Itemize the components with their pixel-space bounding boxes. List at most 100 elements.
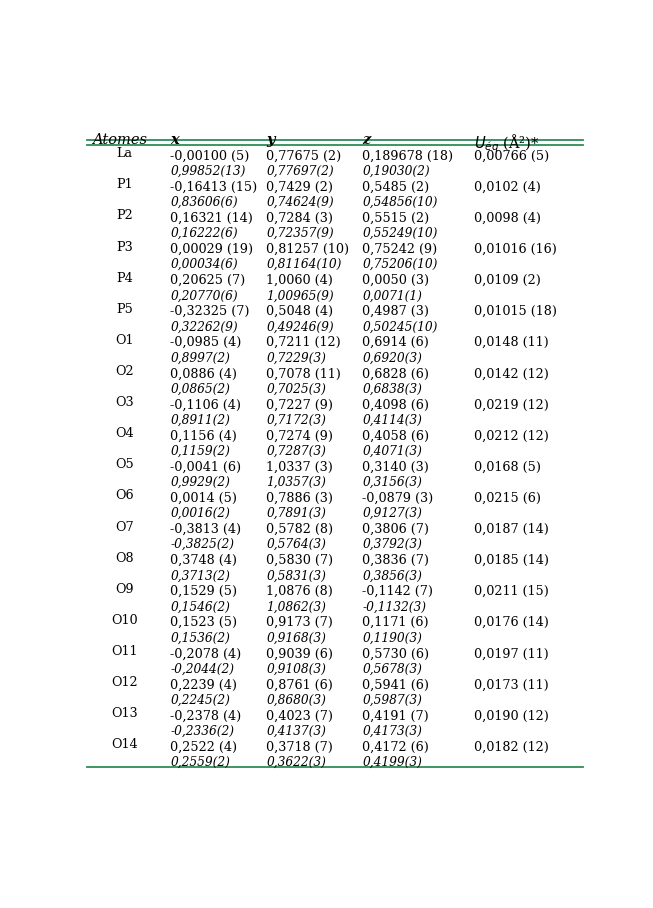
Text: 0,0212 (12): 0,0212 (12) (474, 429, 549, 442)
Text: 0,4137(3): 0,4137(3) (266, 725, 326, 738)
Text: P2: P2 (116, 210, 133, 222)
Text: $\mathit{U}_{éq}$ (Å²)*: $\mathit{U}_{éq}$ (Å²)* (474, 133, 539, 155)
Text: 0,3140 (3): 0,3140 (3) (362, 460, 430, 474)
Text: 0,83606(6): 0,83606(6) (170, 196, 238, 209)
Text: 0,7886 (3): 0,7886 (3) (266, 492, 333, 505)
Text: 0,75242 (9): 0,75242 (9) (362, 242, 438, 256)
Text: 0,6828 (6): 0,6828 (6) (362, 368, 430, 380)
Text: -0,2378 (4): -0,2378 (4) (170, 709, 242, 723)
Text: 0,2239 (4): 0,2239 (4) (170, 678, 237, 691)
Text: 0,0219 (12): 0,0219 (12) (474, 399, 549, 411)
Text: 1,0337 (3): 1,0337 (3) (266, 460, 333, 474)
Text: 0,0071(1): 0,0071(1) (362, 290, 422, 302)
Text: 0,4199(3): 0,4199(3) (362, 756, 422, 769)
Text: 0,0182 (12): 0,0182 (12) (474, 741, 549, 754)
Text: 0,3622(3): 0,3622(3) (266, 756, 326, 769)
Text: -0,00100 (5): -0,00100 (5) (170, 150, 249, 163)
Text: O8: O8 (116, 552, 134, 565)
Text: 0,4173(3): 0,4173(3) (362, 725, 422, 738)
Text: 0,8680(3): 0,8680(3) (266, 694, 326, 706)
Text: 0,75206(10): 0,75206(10) (362, 258, 438, 271)
Text: 0,0109 (2): 0,0109 (2) (474, 274, 541, 287)
Text: 0,0142 (12): 0,0142 (12) (474, 368, 549, 380)
Text: 0,72357(9): 0,72357(9) (266, 227, 334, 240)
Text: 0,5941 (6): 0,5941 (6) (362, 678, 430, 691)
Text: 0,7284 (3): 0,7284 (3) (266, 212, 333, 225)
Text: 1,0060 (4): 1,0060 (4) (266, 274, 333, 287)
Text: 0,4098 (6): 0,4098 (6) (362, 399, 430, 411)
Text: 0,74624(9): 0,74624(9) (266, 196, 334, 209)
Text: 0,0187 (14): 0,0187 (14) (474, 523, 549, 536)
Text: O12: O12 (111, 676, 138, 689)
Text: 0,0215 (6): 0,0215 (6) (474, 492, 541, 505)
Text: 0,0050 (3): 0,0050 (3) (362, 274, 430, 287)
Text: 0,2245(2): 0,2245(2) (170, 694, 230, 706)
Text: 0,5678(3): 0,5678(3) (362, 663, 422, 676)
Text: 0,1546(2): 0,1546(2) (170, 600, 230, 614)
Text: -0,1142 (7): -0,1142 (7) (362, 585, 434, 598)
Text: -0,2044(2): -0,2044(2) (170, 663, 234, 676)
Text: 0,3718 (7): 0,3718 (7) (266, 741, 333, 754)
Text: 0,20625 (7): 0,20625 (7) (170, 274, 246, 287)
Text: 0,77675 (2): 0,77675 (2) (266, 150, 342, 163)
Text: O11: O11 (112, 645, 138, 658)
Text: 0,16222(6): 0,16222(6) (170, 227, 238, 240)
Text: 0,7078 (11): 0,7078 (11) (266, 368, 342, 380)
Text: 0,0197 (11): 0,0197 (11) (474, 647, 549, 660)
Text: 0,01015 (18): 0,01015 (18) (474, 305, 557, 318)
Text: 0,50245(10): 0,50245(10) (362, 321, 438, 333)
Text: 0,5782 (8): 0,5782 (8) (266, 523, 334, 536)
Text: 0,7025(3): 0,7025(3) (266, 382, 326, 396)
Text: 0,3156(3): 0,3156(3) (362, 476, 422, 489)
Text: 0,4987 (3): 0,4987 (3) (362, 305, 430, 318)
Text: 0,81164(10): 0,81164(10) (266, 258, 342, 271)
Text: 0,4172 (6): 0,4172 (6) (362, 741, 430, 754)
Text: 0,3806 (7): 0,3806 (7) (362, 523, 430, 536)
Text: 0,77697(2): 0,77697(2) (266, 165, 334, 178)
Text: 0,8997(2): 0,8997(2) (170, 351, 230, 365)
Text: 0,0865(2): 0,0865(2) (170, 382, 230, 396)
Text: 0,9168(3): 0,9168(3) (266, 632, 326, 645)
Text: 0,8761 (6): 0,8761 (6) (266, 678, 333, 691)
Text: 0,7429 (2): 0,7429 (2) (266, 181, 333, 193)
Text: 0,5831(3): 0,5831(3) (266, 569, 326, 582)
Text: 0,3713(2): 0,3713(2) (170, 569, 230, 582)
Text: 0,7172(3): 0,7172(3) (266, 414, 326, 427)
Text: 0,7227 (9): 0,7227 (9) (266, 399, 333, 411)
Text: 0,0886 (4): 0,0886 (4) (170, 368, 237, 380)
Text: 0,20770(6): 0,20770(6) (170, 290, 238, 302)
Text: 0,6838(3): 0,6838(3) (362, 382, 422, 396)
Text: 0,00034(6): 0,00034(6) (170, 258, 238, 271)
Text: 0,55249(10): 0,55249(10) (362, 227, 438, 240)
Text: -0,3813 (4): -0,3813 (4) (170, 523, 242, 536)
Text: O3: O3 (116, 396, 134, 410)
Text: P3: P3 (116, 241, 133, 253)
Text: 0,00029 (19): 0,00029 (19) (170, 242, 253, 256)
Text: 0,99852(13): 0,99852(13) (170, 165, 246, 178)
Text: 0,4071(3): 0,4071(3) (362, 445, 422, 458)
Text: -0,2336(2): -0,2336(2) (170, 725, 234, 738)
Text: 0,0173 (11): 0,0173 (11) (474, 678, 549, 691)
Text: 0,3792(3): 0,3792(3) (362, 538, 422, 551)
Text: 0,0014 (5): 0,0014 (5) (170, 492, 237, 505)
Text: -0,16413 (15): -0,16413 (15) (170, 181, 257, 193)
Text: 0,5515 (2): 0,5515 (2) (362, 212, 430, 225)
Text: 0,7891(3): 0,7891(3) (266, 508, 326, 520)
Text: 0,5485 (2): 0,5485 (2) (362, 181, 430, 193)
Text: 0,0102 (4): 0,0102 (4) (474, 181, 541, 193)
Text: 0,5987(3): 0,5987(3) (362, 694, 422, 706)
Text: O13: O13 (111, 707, 138, 720)
Text: -0,2078 (4): -0,2078 (4) (170, 647, 242, 660)
Text: 0,9929(2): 0,9929(2) (170, 476, 230, 489)
Text: 0,3856(3): 0,3856(3) (362, 569, 422, 582)
Text: P1: P1 (116, 178, 133, 192)
Text: -0,32325 (7): -0,32325 (7) (170, 305, 249, 318)
Text: 0,1159(2): 0,1159(2) (170, 445, 230, 458)
Text: 0,4191 (7): 0,4191 (7) (362, 709, 429, 723)
Text: La: La (117, 147, 133, 160)
Text: O7: O7 (116, 520, 134, 534)
Text: -0,0041 (6): -0,0041 (6) (170, 460, 242, 474)
Text: O5: O5 (116, 459, 134, 471)
Text: O14: O14 (111, 738, 138, 751)
Text: 0,00766 (5): 0,00766 (5) (474, 150, 549, 163)
